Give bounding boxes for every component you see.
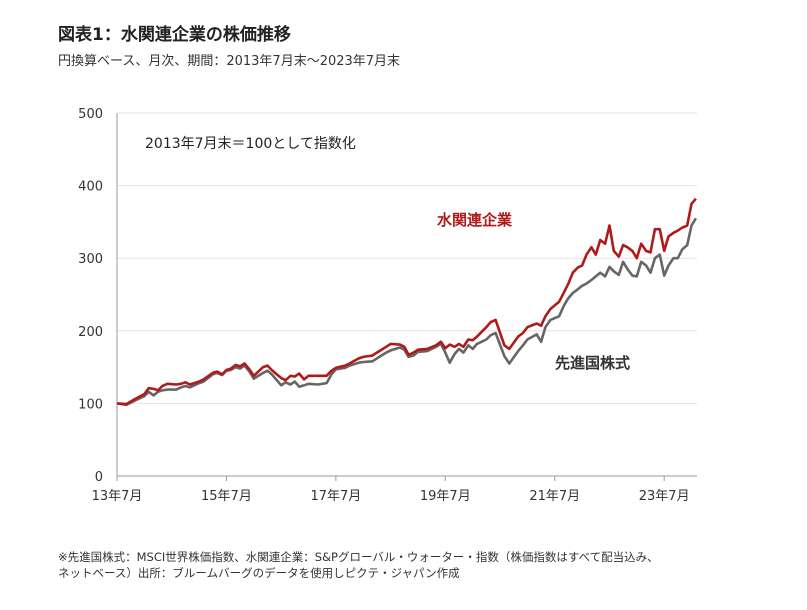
- y-axis: 0 100 200 300 400 500: [78, 107, 118, 485]
- series-line-water: [116, 197, 697, 406]
- footnote-line-1: ※先進国株式：MSCI世界株価指数、水関連企業：S&Pグローバル・ウォーター・指…: [58, 550, 659, 564]
- chart-annotation: 2013年7月末＝100として指数化: [145, 136, 356, 152]
- series-label-developed-equities: 先進国株式: [555, 354, 630, 372]
- x-tick-label: 15年7月: [201, 489, 252, 504]
- y-tick-label: 0: [95, 470, 103, 485]
- x-tick-label: 17年7月: [310, 489, 361, 504]
- line-chart: 0 100 200 300 400 500 13年7月 15年7月 17年7月 19年7月 21年…: [78, 107, 698, 504]
- series-label-water: 水関連企業: [437, 211, 513, 229]
- series-lines: [116, 197, 698, 407]
- page-subtitle: 円換算ベース、月次、期間：2013年7月末～2023年7月末: [58, 54, 401, 69]
- y-tick-label: 100: [78, 397, 103, 412]
- x-tick-label: 13年7月: [92, 489, 143, 504]
- x-tick-label: 19年7月: [420, 489, 471, 504]
- x-tick-label: 21年7月: [529, 489, 580, 504]
- footnote-line-2: ネットベース）出所：ブルームバーグのデータを使用しピクテ・ジャパン作成: [58, 566, 460, 580]
- y-tick-label: 500: [78, 107, 103, 122]
- grid: [117, 112, 697, 477]
- x-axis: 13年7月 15年7月 17年7月 19年7月 21年7月 23年7月: [92, 476, 690, 504]
- page-title: 図表1：水関連企業の株価推移: [58, 25, 291, 45]
- footnote: ※先進国株式：MSCI世界株価指数、水関連企業：S&Pグローバル・ウォーター・指…: [58, 549, 778, 581]
- y-tick-label: 300: [78, 252, 103, 267]
- x-tick-label: 23年7月: [639, 489, 690, 504]
- series-line-developed-equities: [116, 217, 698, 407]
- y-tick-label: 200: [78, 325, 103, 340]
- y-tick-label: 400: [78, 180, 103, 195]
